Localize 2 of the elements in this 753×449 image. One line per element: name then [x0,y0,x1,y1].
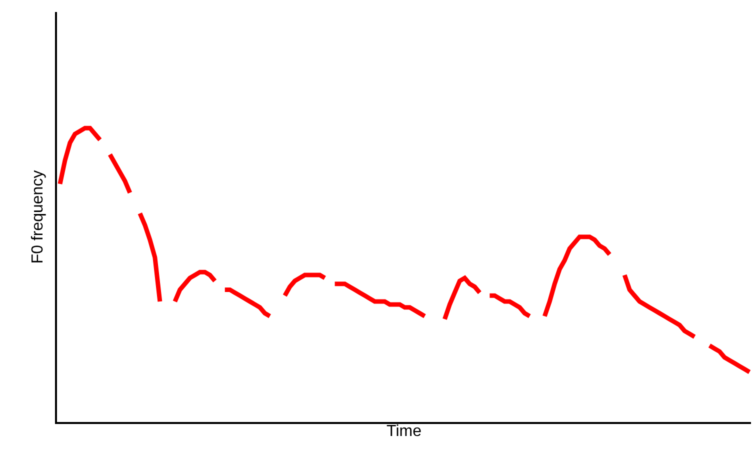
y-axis-title: F0 frequency [30,170,47,264]
x-axis-title: Time [386,422,422,440]
